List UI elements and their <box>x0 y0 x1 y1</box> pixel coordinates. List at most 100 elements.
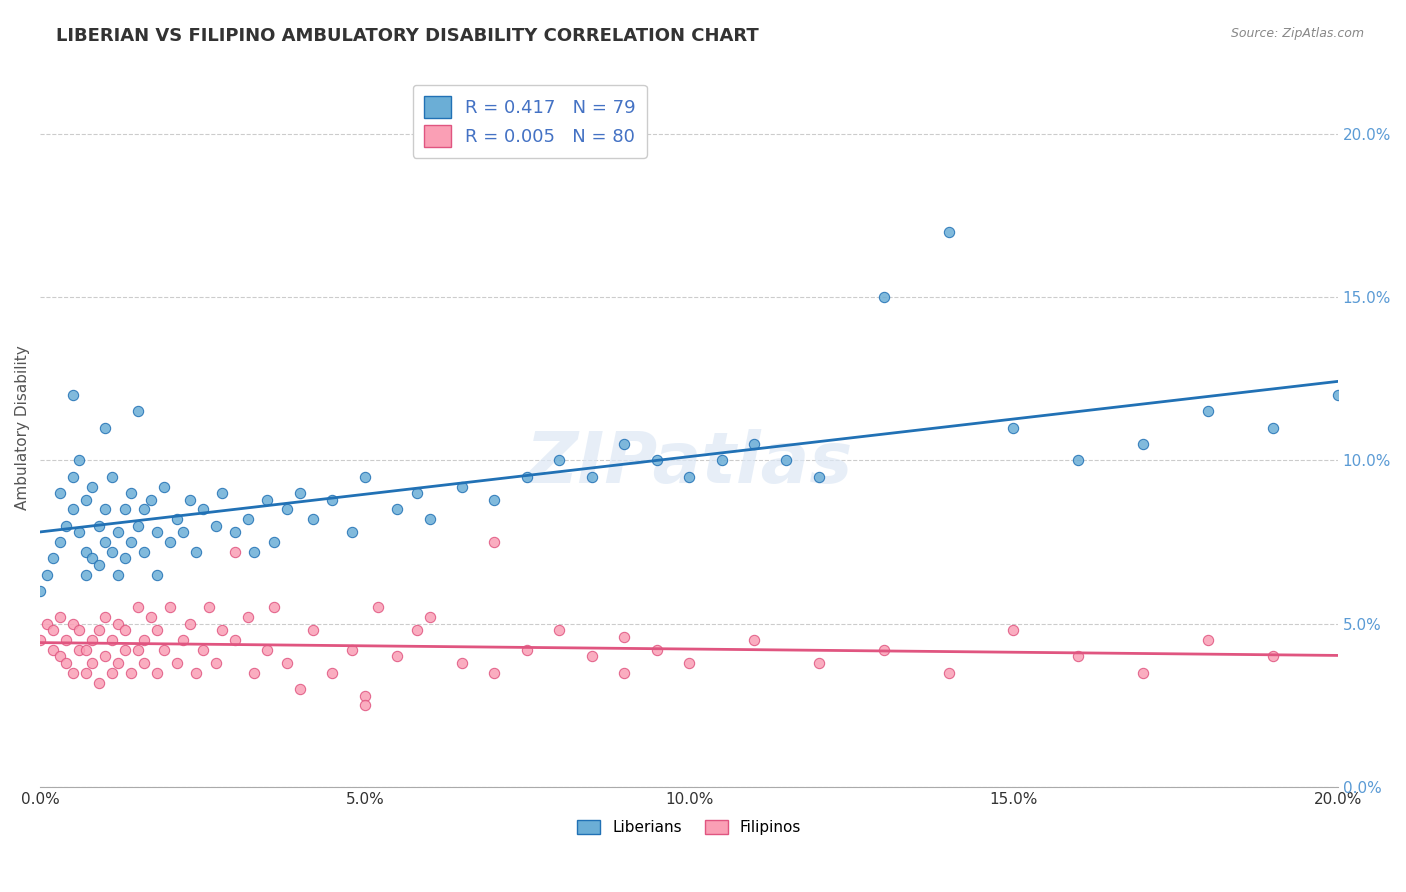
Point <box>419 610 441 624</box>
Point <box>1067 453 1090 467</box>
Point <box>1132 665 1154 680</box>
Point <box>172 633 194 648</box>
Point <box>243 545 266 559</box>
Point <box>159 600 181 615</box>
Point <box>742 633 765 648</box>
Point <box>120 535 142 549</box>
Point <box>516 643 538 657</box>
Point <box>184 665 207 680</box>
Point <box>484 665 506 680</box>
Point <box>107 616 129 631</box>
Point <box>107 525 129 540</box>
Point <box>179 492 201 507</box>
Point <box>159 535 181 549</box>
Point <box>134 545 156 559</box>
Point <box>42 643 65 657</box>
Point <box>385 502 408 516</box>
Point <box>1197 633 1219 648</box>
Point <box>236 610 259 624</box>
Point <box>742 437 765 451</box>
Point <box>49 535 72 549</box>
Point <box>645 453 668 467</box>
Text: ZIPatlas: ZIPatlas <box>526 429 853 499</box>
Point <box>30 584 52 599</box>
Point <box>75 545 97 559</box>
Point <box>775 453 797 467</box>
Point <box>75 643 97 657</box>
Point <box>645 643 668 657</box>
Point <box>302 624 325 638</box>
Point <box>613 437 636 451</box>
Point <box>49 649 72 664</box>
Point <box>87 518 110 533</box>
Point <box>67 453 90 467</box>
Point <box>1326 388 1348 402</box>
Point <box>353 689 375 703</box>
Point <box>1261 421 1284 435</box>
Point <box>172 525 194 540</box>
Point <box>204 518 226 533</box>
Point <box>353 698 375 713</box>
Point <box>94 610 117 624</box>
Point <box>100 633 122 648</box>
Point <box>114 643 136 657</box>
Point <box>55 633 77 648</box>
Text: Source: ZipAtlas.com: Source: ZipAtlas.com <box>1230 27 1364 40</box>
Point <box>236 512 259 526</box>
Point <box>146 567 169 582</box>
Point <box>82 551 104 566</box>
Point <box>198 600 221 615</box>
Point <box>62 470 84 484</box>
Point <box>67 525 90 540</box>
Point <box>35 567 58 582</box>
Point <box>42 551 65 566</box>
Point <box>191 502 214 516</box>
Point <box>166 512 188 526</box>
Point <box>100 470 122 484</box>
Point <box>87 624 110 638</box>
Point <box>807 656 830 670</box>
Point <box>288 682 311 697</box>
Point <box>94 421 117 435</box>
Point <box>114 624 136 638</box>
Point <box>263 535 285 549</box>
Point <box>1197 404 1219 418</box>
Point <box>94 649 117 664</box>
Point <box>256 492 278 507</box>
Point <box>49 610 72 624</box>
Point <box>873 290 896 304</box>
Point <box>321 492 343 507</box>
Point <box>87 558 110 572</box>
Point <box>114 502 136 516</box>
Point <box>120 486 142 500</box>
Point <box>340 643 363 657</box>
Point <box>256 643 278 657</box>
Point <box>710 453 733 467</box>
Point <box>67 643 90 657</box>
Point <box>62 665 84 680</box>
Point <box>613 630 636 644</box>
Point <box>1132 437 1154 451</box>
Point <box>353 470 375 484</box>
Point <box>127 518 149 533</box>
Point <box>276 656 298 670</box>
Point <box>1002 624 1025 638</box>
Point <box>107 567 129 582</box>
Point <box>367 600 389 615</box>
Point <box>127 643 149 657</box>
Point <box>405 624 427 638</box>
Point <box>873 643 896 657</box>
Point <box>120 665 142 680</box>
Legend: Liberians, Filipinos: Liberians, Filipinos <box>568 811 810 844</box>
Point <box>516 470 538 484</box>
Point <box>1002 421 1025 435</box>
Point <box>75 665 97 680</box>
Point <box>146 525 169 540</box>
Text: LIBERIAN VS FILIPINO AMBULATORY DISABILITY CORRELATION CHART: LIBERIAN VS FILIPINO AMBULATORY DISABILI… <box>56 27 759 45</box>
Point <box>82 480 104 494</box>
Point <box>82 633 104 648</box>
Point <box>134 502 156 516</box>
Point <box>451 656 474 670</box>
Point <box>100 665 122 680</box>
Point <box>67 624 90 638</box>
